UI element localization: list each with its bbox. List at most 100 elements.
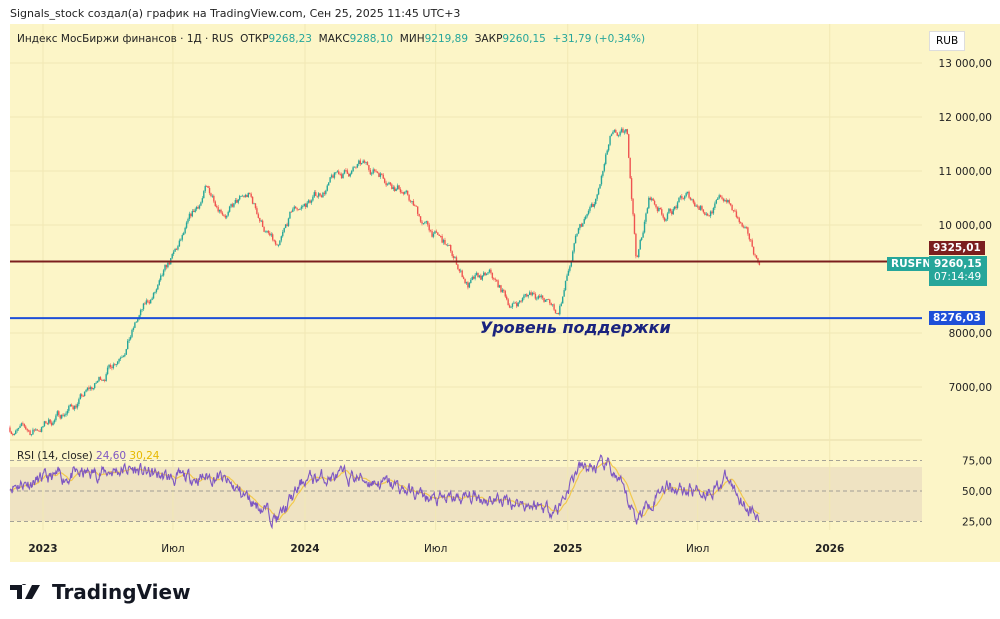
candle <box>147 300 149 302</box>
candle <box>609 136 611 145</box>
candle <box>102 380 104 381</box>
candle <box>152 293 155 299</box>
candle <box>98 377 100 381</box>
candle <box>141 309 143 311</box>
candle <box>327 182 330 186</box>
candle <box>503 289 505 292</box>
candle <box>340 174 343 179</box>
candle <box>65 413 67 416</box>
candle <box>744 227 746 228</box>
candle <box>79 394 82 400</box>
candle <box>323 192 326 194</box>
candle <box>511 303 514 307</box>
candle <box>37 430 40 432</box>
candle <box>494 278 496 280</box>
x-tick-label: 2025 <box>553 543 582 555</box>
candle <box>635 233 637 257</box>
candle <box>68 406 70 411</box>
candle <box>52 422 54 426</box>
candle <box>292 209 294 212</box>
candle <box>435 231 438 233</box>
candle <box>358 160 360 165</box>
candle <box>438 234 440 237</box>
candle <box>86 387 89 391</box>
candle <box>560 303 562 307</box>
candle <box>686 191 689 194</box>
candle <box>699 206 702 210</box>
candle <box>662 214 664 218</box>
candle <box>167 262 169 268</box>
rsi-legend: RSI (14, close) 24,60 30,24 <box>17 450 159 462</box>
candle <box>32 429 34 435</box>
candle <box>577 228 580 234</box>
candle <box>76 404 79 408</box>
bar-countdown: 07:14:49 <box>934 271 982 283</box>
candle <box>211 195 214 197</box>
price-chart[interactable]: 13 000,00 12 000,00 11 000,00 10 000,00 8000… <box>0 24 1000 564</box>
candle <box>481 275 483 280</box>
candle <box>221 212 224 215</box>
candle <box>89 387 92 389</box>
candle <box>171 254 173 259</box>
candle <box>678 197 680 203</box>
candle <box>19 425 21 428</box>
candle <box>447 244 449 246</box>
candle <box>474 275 476 279</box>
candle <box>267 230 270 233</box>
candle <box>719 195 722 198</box>
candle <box>207 186 209 188</box>
candle <box>129 336 132 340</box>
candle <box>475 272 478 276</box>
candle <box>441 236 443 243</box>
candle <box>583 218 585 224</box>
candle <box>59 415 61 419</box>
candle <box>709 211 712 217</box>
rsi-value: 24,60 <box>96 450 127 462</box>
candle <box>345 170 347 171</box>
candle <box>234 200 237 204</box>
currency-button[interactable]: RUB <box>929 31 966 51</box>
candle <box>319 193 321 196</box>
candle <box>722 198 725 201</box>
candle <box>676 202 679 208</box>
candle <box>204 186 206 192</box>
candle <box>247 192 249 198</box>
candle <box>237 199 239 203</box>
candle <box>66 410 69 414</box>
candle <box>85 390 87 392</box>
candle <box>590 204 593 208</box>
candle <box>465 282 468 284</box>
candle <box>633 214 636 234</box>
candle <box>389 182 392 185</box>
candle <box>729 203 732 206</box>
candle <box>91 387 93 390</box>
candle <box>399 189 402 193</box>
candle <box>200 202 202 206</box>
rsi-tick-label: 75,00 <box>962 456 992 468</box>
candle <box>115 364 117 365</box>
candle <box>704 212 706 215</box>
candle <box>437 232 439 235</box>
candle <box>299 208 301 210</box>
y-tick-label: 13 000,00 <box>939 58 992 70</box>
candle <box>132 327 135 330</box>
candle <box>256 208 258 215</box>
candle <box>507 299 509 306</box>
candle <box>56 411 59 416</box>
candle <box>602 170 604 176</box>
rsi-ma-value: 30,24 <box>129 450 160 462</box>
candle <box>537 296 539 299</box>
candle <box>419 216 422 222</box>
candle <box>333 172 336 178</box>
candle <box>241 195 244 197</box>
candle <box>639 239 641 250</box>
candle <box>175 249 178 250</box>
candle <box>350 171 353 174</box>
candle <box>406 190 409 195</box>
candle <box>408 194 410 201</box>
candle <box>706 213 709 216</box>
candle <box>617 135 620 137</box>
candle <box>642 232 644 238</box>
candle <box>49 419 51 423</box>
candle <box>544 299 547 302</box>
